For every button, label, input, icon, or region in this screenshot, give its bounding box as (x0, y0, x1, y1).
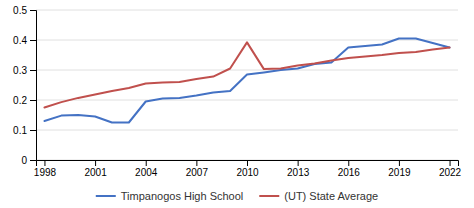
tick-mark (399, 160, 400, 166)
tick: 0 (21, 155, 36, 166)
legend-swatch (259, 195, 279, 197)
legend-item: Timpanogos High School (96, 190, 244, 202)
tick: 2016 (338, 160, 361, 178)
tick-mark (30, 100, 36, 101)
tick-label: 2010 (236, 167, 259, 178)
tick-label: 2013 (287, 167, 310, 178)
tick-mark (30, 130, 36, 131)
tick-label: 0.3 (13, 65, 27, 76)
tick-mark (348, 160, 349, 166)
lines (44, 39, 449, 123)
tick-mark (44, 160, 45, 166)
grid-line (36, 100, 458, 101)
tick-mark (450, 160, 451, 166)
grid-line (36, 70, 458, 71)
tick: 0.2 (13, 95, 36, 106)
series-line (44, 39, 449, 123)
grid-line (36, 130, 458, 131)
x-axis: 1998 2001 2004 2007 2010 2013 2016 2019 2022 (34, 160, 462, 178)
tick-label: 2001 (84, 167, 107, 178)
tick-label: 0.1 (13, 125, 27, 136)
tick: 1998 (34, 160, 57, 178)
tick-label: 0.4 (13, 35, 27, 46)
tick: 0.3 (13, 65, 36, 76)
grid-line (36, 10, 458, 11)
tick-mark (196, 160, 197, 166)
tick-mark (146, 160, 147, 166)
tick-label: 2019 (388, 167, 411, 178)
tick: 2022 (439, 160, 462, 178)
tick: 2004 (135, 160, 158, 178)
grid (36, 10, 458, 160)
y-axis: 0 0.1 0.2 0.3 0.4 0.5 (13, 5, 36, 166)
tick-label: 2007 (186, 167, 209, 178)
axis-line (30, 11, 37, 161)
tick-mark (30, 70, 36, 71)
legend: Timpanogos High School (UT) State Average (96, 190, 378, 202)
tick-mark (30, 160, 36, 161)
tick-label: 2004 (135, 167, 158, 178)
chart: 1998 2001 2004 2007 2010 2013 2016 2019 2022 0 0.1… (0, 0, 474, 208)
tick-label: 2022 (439, 167, 462, 178)
tick-label: 2016 (338, 167, 361, 178)
tick: 0.5 (13, 5, 36, 16)
series-line (44, 42, 449, 107)
tick: 2007 (186, 160, 209, 178)
tick: 0.4 (13, 35, 36, 46)
plot: 1998 2001 2004 2007 2010 2013 2016 2019 2022 0 0.1… (13, 5, 462, 178)
axis-line (37, 161, 459, 167)
tick-label: 0.2 (13, 95, 27, 106)
tick-mark (247, 160, 248, 166)
legend-label: (UT) State Average (284, 190, 378, 202)
tick: 2001 (84, 160, 107, 178)
tick: 2013 (287, 160, 310, 178)
tick-mark (95, 160, 96, 166)
tick-label: 1998 (34, 167, 57, 178)
legend-label: Timpanogos High School (121, 190, 244, 202)
tick-mark (298, 160, 299, 166)
legend-swatch (96, 195, 116, 197)
tick-label: 0 (21, 155, 27, 166)
tick: 2019 (388, 160, 411, 178)
tick-label: 0.5 (13, 5, 27, 16)
tick-mark (30, 40, 36, 41)
tick: 2010 (236, 160, 259, 178)
tick-mark (30, 10, 36, 11)
legend-item: (UT) State Average (259, 190, 378, 202)
tick: 0.1 (13, 125, 36, 136)
